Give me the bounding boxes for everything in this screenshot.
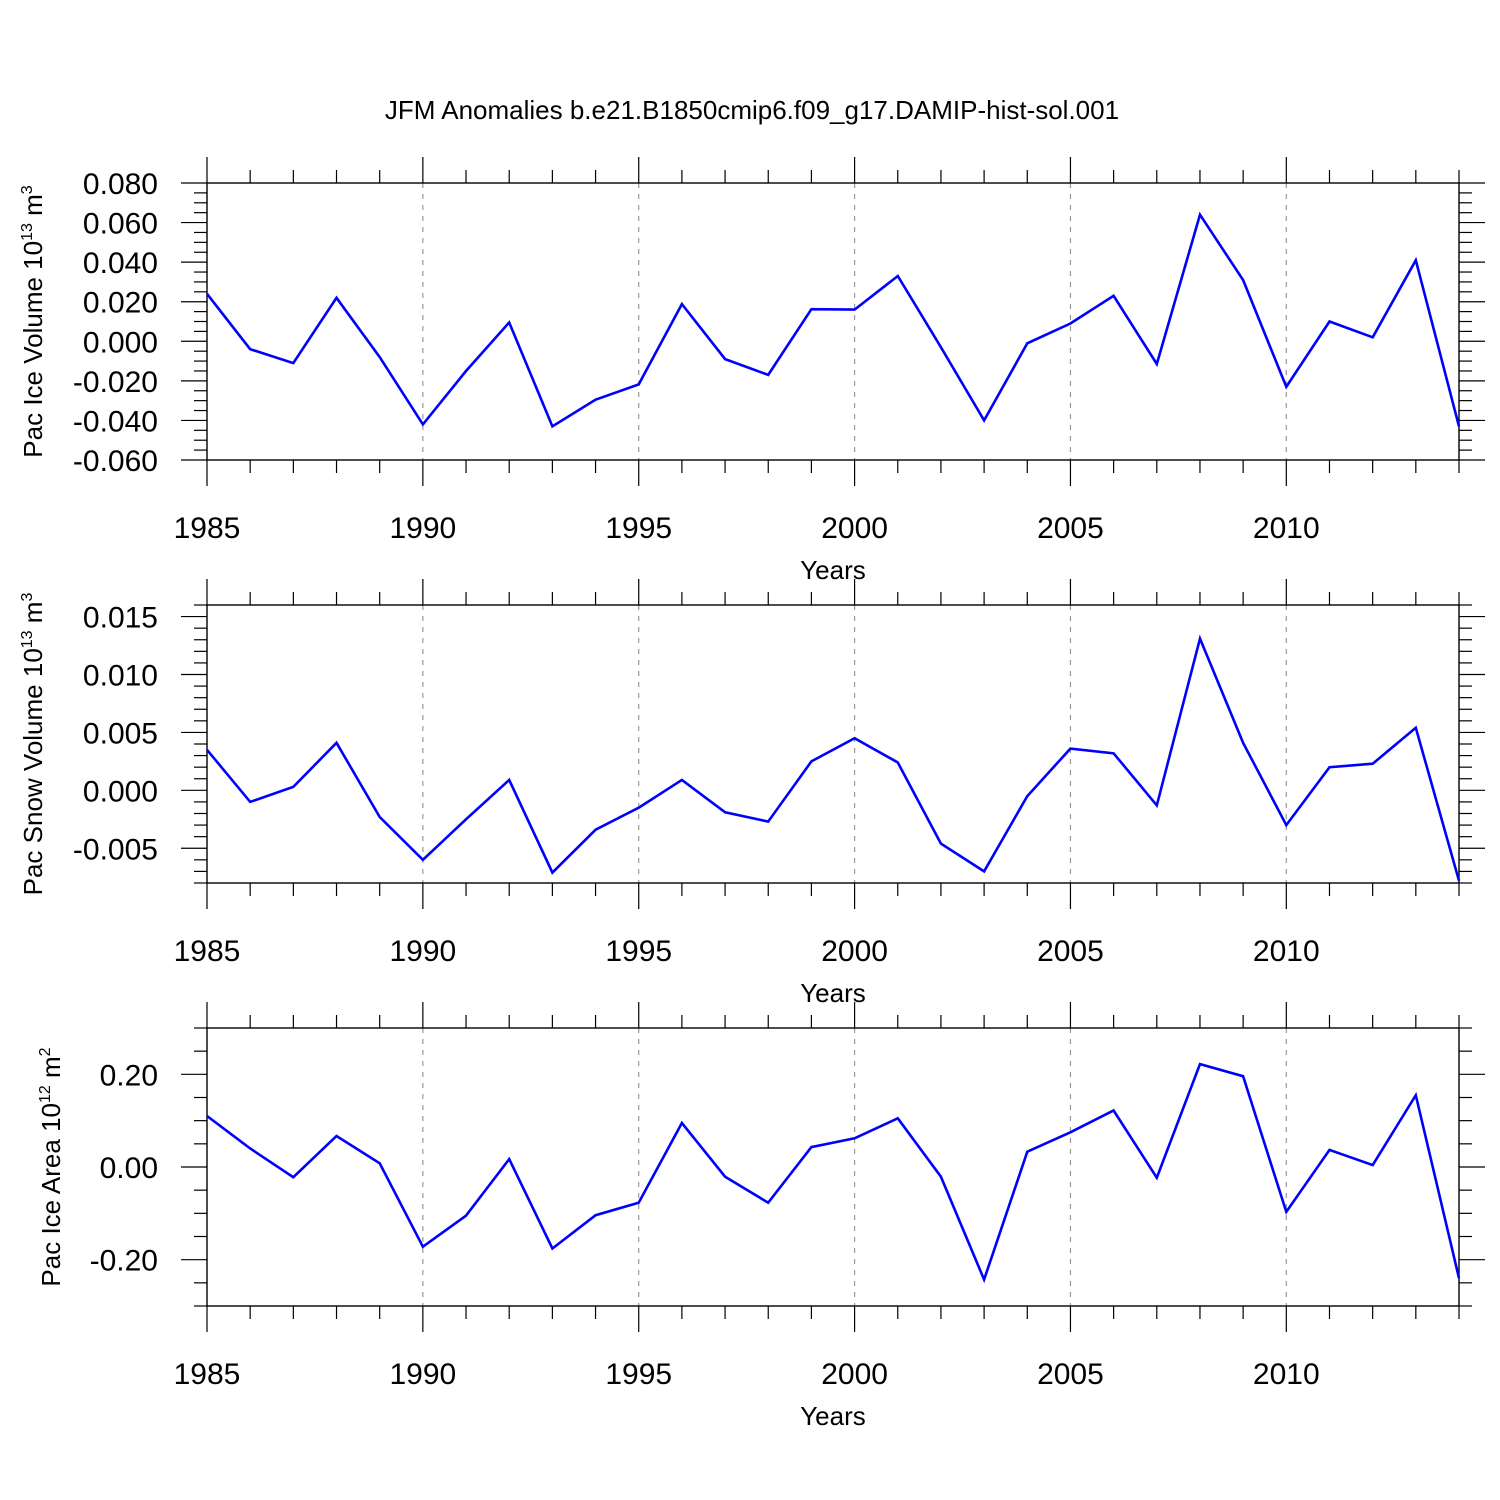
y-tick-label: 0.20 [100,1059,158,1092]
x-tick-label: 1995 [605,1358,672,1391]
x-axis-title: Years [800,978,866,1008]
y-title-main: Pac Snow Volume 10 [18,648,48,895]
y-tick-label: 0.015 [83,602,158,635]
y-title-exponent: 12 [37,1085,54,1103]
plot-frame [206,182,1460,461]
x-tick-label: 2010 [1253,512,1320,545]
x-tick-label: 2000 [821,935,888,968]
x-axis-title: Years [800,555,866,585]
x-tick-label: 1985 [174,1358,241,1391]
y-tick-label: 0.000 [83,326,158,359]
y-tick-label: -0.040 [73,405,158,438]
x-tick-label: 1995 [605,512,672,545]
panel-3: 1985 1990 1995 2000 2005 2010 -0.20 0.00 0.20 Yea… [36,1002,1485,1431]
y-tick-label: 0.060 [83,208,158,241]
x-tick-label: 2005 [1037,935,1104,968]
chart-panels: 1985 1990 1995 2000 2005 2010 -0.060 -0.040 -0.0… [18,157,1485,1431]
chart-title: JFM Anomalies b.e21.B1850cmip6.f09_g17.D… [385,95,1119,125]
y-tick-label: 0.00 [100,1152,158,1185]
x-tick-label: 1990 [389,512,456,545]
y-title-exponent: 13 [19,630,36,648]
x-tick-label: 2010 [1253,1358,1320,1391]
y-axis-title: Pac Ice Volume 1013 m3 [18,185,48,458]
x-tick-label: 2010 [1253,935,1320,968]
x-tick-label: 2000 [821,1358,888,1391]
y-title-unit: m [18,194,48,223]
y-title-main: Pac Ice Volume 10 [18,241,48,458]
x-tick-label: 2000 [821,512,888,545]
y-tick-label: -0.060 [73,445,158,478]
y-title-unit-exponent: 3 [19,185,36,194]
y-tick-label: 0.040 [83,247,158,280]
x-tick-label: 2005 [1037,512,1104,545]
y-tick-label: 0.080 [83,168,158,201]
x-tick-label: 1990 [389,1358,456,1391]
panel-2: 1985 1990 1995 2000 2005 2010 -0.005 0.000 0.005… [18,579,1485,1008]
plot-frame [206,604,1460,884]
x-tick-label: 2005 [1037,1358,1104,1391]
y-title-unit: m [18,602,48,631]
y-tick-label: 0.020 [83,287,158,320]
y-tick-label: 0.010 [83,660,158,693]
x-tick-label: 1995 [605,935,672,968]
series-line [205,211,1461,429]
y-title-unit-exponent: 3 [19,593,36,602]
y-title-unit: m [36,1056,66,1085]
y-tick-label: -0.020 [73,366,158,399]
y-tick-label: -0.20 [90,1245,158,1278]
x-axis-title: Years [800,1401,866,1431]
y-title-exponent: 13 [19,223,36,241]
y-title-main: Pac Ice Area 10 [36,1103,66,1287]
panel-1: 1985 1990 1995 2000 2005 2010 -0.060 -0.040 -0.0… [18,157,1485,585]
y-tick-label: -0.005 [73,833,158,866]
x-tick-label: 1985 [174,512,241,545]
y-title-unit-exponent: 2 [37,1047,54,1056]
y-tick-label: 0.005 [83,717,158,750]
x-tick-label: 1990 [389,935,456,968]
series-line [205,634,1461,882]
y-axis-title: Pac Ice Area 1012 m2 [36,1047,66,1286]
series-line [206,1062,1461,1284]
y-axis-title: Pac Snow Volume 1013 m3 [18,593,48,896]
y-tick-label: 0.000 [83,775,158,808]
x-tick-label: 1985 [174,935,241,968]
